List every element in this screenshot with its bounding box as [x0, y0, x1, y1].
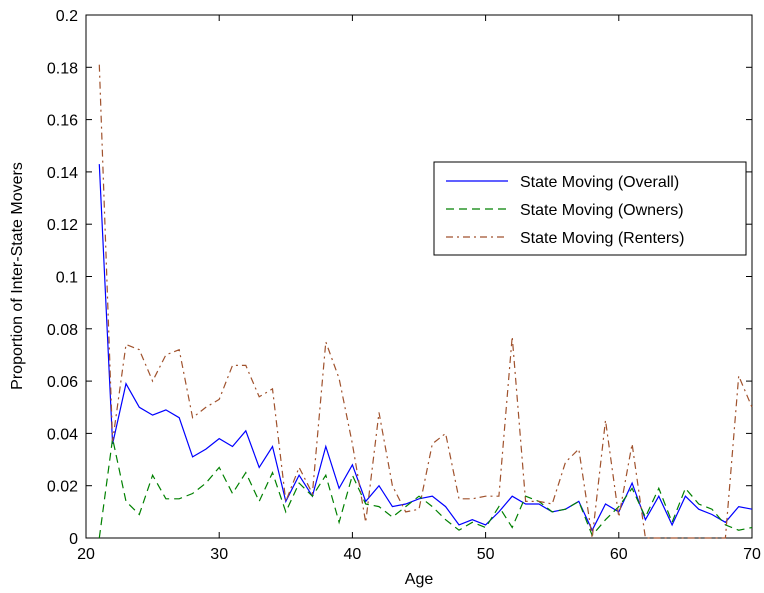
legend-label-3: State Moving (Renters) [520, 230, 685, 247]
x-tick-label: 20 [77, 546, 95, 563]
y-axis: 0 0.02 0.04 0.06 0.08 0.1 0.12 0.14 0.16 0.18 0.2 [47, 8, 752, 548]
legend-label-1: State Moving (Overall) [520, 174, 679, 191]
series-line-2 [98, 438, 753, 539]
x-tick-label: 60 [610, 546, 628, 563]
x-tick-label: 50 [477, 546, 495, 563]
x-axis-label: Age [405, 571, 434, 588]
y-axis-label: Proportion of Inter-State Movers [9, 162, 26, 390]
y-tick-label: 0 [69, 531, 78, 548]
y-tick-label: 0.18 [47, 60, 78, 77]
legend: State Moving (Overall) State Moving (Owne… [433, 161, 747, 256]
y-tick-label: 0.12 [47, 217, 78, 234]
series-layer [98, 64, 753, 539]
y-tick-label: 0.1 [56, 270, 78, 287]
plot-frame [85, 14, 753, 539]
y-tick-label: 0.04 [47, 426, 78, 443]
x-tick-label: 70 [743, 546, 761, 563]
y-tick-label: 0.2 [56, 8, 78, 25]
x-axis: 20 30 40 50 60 70 [77, 15, 761, 563]
y-tick-label: 0.06 [47, 374, 78, 391]
x-tick-label: 40 [344, 546, 362, 563]
y-tick-label: 0.16 [47, 113, 78, 130]
y-tick-label: 0.02 [47, 479, 78, 496]
y-tick-label: 0.08 [47, 322, 78, 339]
x-tick-label: 30 [210, 546, 228, 563]
legend-label-2: State Moving (Owners) [520, 202, 684, 219]
y-tick-label: 0.14 [47, 165, 78, 182]
plot-area [85, 14, 753, 539]
